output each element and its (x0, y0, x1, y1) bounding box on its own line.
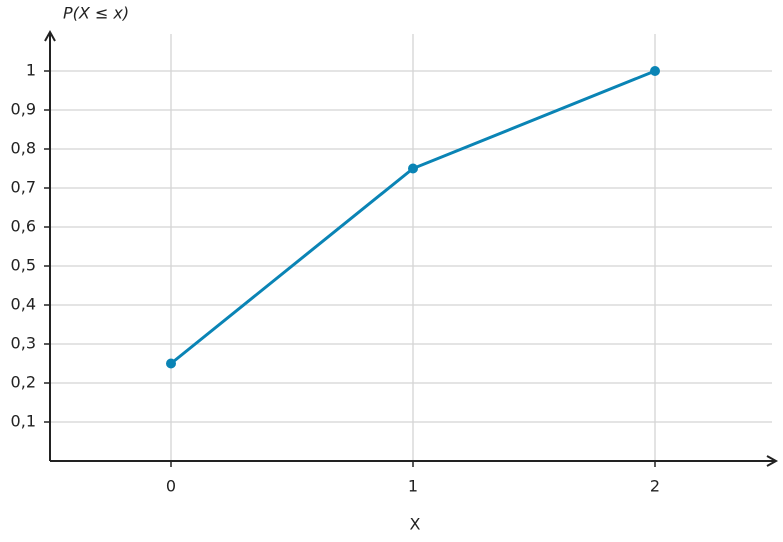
y-axis (44, 29, 56, 461)
x-tick-label: 1 (408, 477, 418, 496)
grid (50, 34, 772, 461)
y-tick-label: 0,6 (11, 217, 36, 236)
y-axis-label: P(X ≤ x) (63, 4, 129, 23)
x-tick-label: 2 (650, 477, 660, 496)
y-tick-label: 0,9 (11, 100, 36, 119)
point (166, 358, 176, 369)
y-tick-label: 0,2 (11, 373, 36, 392)
x-axis (50, 455, 779, 467)
point (408, 163, 418, 174)
x-tick-label: 0 (166, 477, 176, 496)
y-tick-label: 0,4 (11, 295, 36, 314)
x-axis-label: X (410, 515, 421, 534)
y-tick-label: 0,3 (11, 334, 36, 353)
y-tick-label: 1 (26, 61, 36, 80)
y-tick-label: 0,7 (11, 178, 36, 197)
y-tick-label: 0,5 (11, 256, 36, 275)
y-tick-label: 0,1 (11, 412, 36, 431)
y-tick-label: 0,8 (11, 139, 36, 158)
point (650, 66, 660, 76)
